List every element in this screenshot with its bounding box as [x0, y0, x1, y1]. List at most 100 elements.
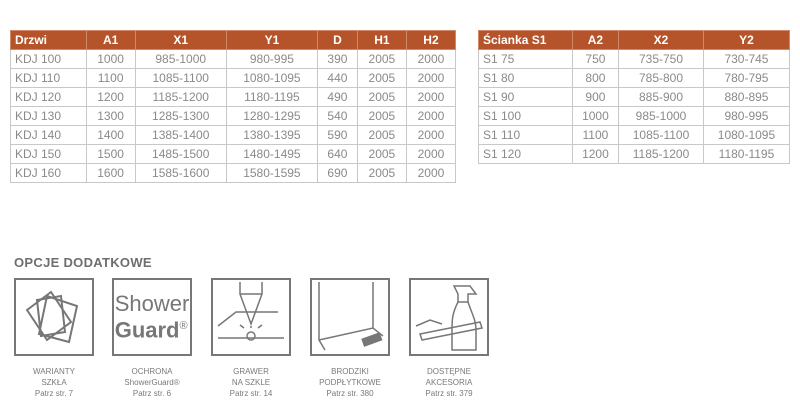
table-cell: 885-900 [618, 87, 704, 107]
table-cell: 690 [317, 163, 358, 183]
showerguard-logo: Shower Guard® [112, 278, 192, 356]
table-cell: 590 [317, 125, 358, 145]
table-row: KDJ 160 1600 1585-1600 1580-1595 690 2005 2000 [10, 163, 457, 183]
wall-table: Ścianka S1 A2 X2 Y2 S1 75 750 735-750 730-745 S1… [478, 30, 791, 164]
table-row: KDJ 130 1300 1285-1300 1280-1295 540 2005 2000 [10, 106, 457, 126]
option-page-ref: Patrz str. 380 [326, 389, 374, 398]
table-cell: KDJ 150 [10, 144, 87, 164]
table-cell: 2005 [356, 163, 407, 183]
table-row: KDJ 120 1200 1185-1200 1180-1195 490 2005 2000 [10, 87, 457, 107]
table-cell: 900 [571, 87, 620, 107]
table-cell: 1100 [85, 68, 136, 88]
accessories-icon [409, 278, 489, 356]
table-cell: 2005 [356, 49, 407, 69]
table-cell: 2000 [405, 144, 457, 164]
table-cell: KDJ 140 [10, 125, 87, 145]
table-cell: 2005 [356, 87, 407, 107]
table-cell: 1000 [85, 49, 136, 69]
option-label: OCHRONA [131, 367, 173, 376]
table-cell: 2000 [405, 87, 457, 107]
table-row: S1 100 1000 985-1000 980-995 [478, 106, 791, 126]
table-cell: 1080-1095 [702, 125, 791, 145]
table-cell: 2000 [405, 163, 457, 183]
table-cell: 490 [317, 87, 358, 107]
option-label: ShowerGuard® [124, 378, 180, 387]
table-cell: 1500 [85, 144, 136, 164]
table-cell: 390 [317, 49, 358, 69]
table-row: S1 80 800 785-800 780-795 [478, 68, 791, 88]
table-cell: 980-995 [225, 49, 319, 69]
column-header: Drzwi [10, 30, 87, 50]
option-label: BRODZIKI [331, 367, 369, 376]
option-page-ref: Patrz str. 7 [34, 389, 74, 398]
logo-mark: ® [179, 319, 188, 332]
table-cell: S1 120 [478, 144, 573, 164]
table-cell: KDJ 110 [10, 68, 87, 88]
option-label: GRAWER [233, 367, 269, 376]
table-cell: 1080-1095 [225, 68, 319, 88]
column-header: Ścianka S1 [478, 30, 573, 50]
table-cell: 540 [317, 106, 358, 126]
table-row: KDJ 110 1100 1085-1100 1080-1095 440 2005 2000 [10, 68, 457, 88]
table-cell: 1600 [85, 163, 136, 183]
option-page-ref: Patrz str. 379 [425, 389, 473, 398]
table-cell: 1280-1295 [225, 106, 319, 126]
option-label: DOSTĘPNE [426, 367, 471, 376]
section-title: OPCJE DODATKOWE [14, 255, 152, 270]
table-cell: 785-800 [618, 68, 704, 88]
column-header: A2 [571, 30, 620, 50]
option-accessories: DOSTĘPNE AKCESORIA Patrz str. 379 [409, 278, 489, 399]
table-cell: 800 [571, 68, 620, 88]
logo-text: Shower [114, 290, 190, 316]
table-cell: 2000 [405, 68, 457, 88]
table-cell: 2005 [356, 144, 407, 164]
table-cell: 1380-1395 [225, 125, 319, 145]
table-cell: 1580-1595 [225, 163, 319, 183]
option-page-ref: Patrz str. 14 [229, 389, 273, 398]
table-cell: 985-1000 [618, 106, 704, 126]
table-cell: 1300 [85, 106, 136, 126]
table-cell: 1485-1500 [134, 144, 227, 164]
table-cell: 2005 [356, 106, 407, 126]
table-cell: KDJ 160 [10, 163, 87, 183]
table-cell: 1200 [571, 144, 620, 164]
table-row: KDJ 150 1500 1485-1500 1480-1495 640 2005 2000 [10, 144, 457, 164]
table-cell: 750 [571, 49, 620, 69]
logo-text: Guard [114, 317, 180, 343]
table-cell: 1185-1200 [618, 144, 704, 164]
table-cell: 880-895 [702, 87, 791, 107]
table-cell: 640 [317, 144, 358, 164]
table-cell: 1000 [571, 106, 620, 126]
table-cell: 980-995 [702, 106, 791, 126]
column-header: A1 [85, 30, 136, 50]
table-cell: 780-795 [702, 68, 791, 88]
table-row: S1 110 1100 1085-1100 1080-1095 [478, 125, 791, 145]
table-row: S1 75 750 735-750 730-745 [478, 49, 791, 69]
table-cell: 1085-1100 [134, 68, 227, 88]
column-header: H1 [356, 30, 407, 50]
table-cell: 2005 [356, 68, 407, 88]
option-glass-variants: WARIANTY SZKŁA Patrz str. 7 [14, 278, 94, 399]
table-cell: 1180-1195 [225, 87, 319, 107]
table-cell: KDJ 130 [10, 106, 87, 126]
table-cell: 1400 [85, 125, 136, 145]
doors-table: Drzwi A1 X1 Y1 D H1 H2 KDJ 100 1000 985-1000 980-9… [10, 30, 457, 183]
option-page-ref: Patrz str. 6 [132, 389, 172, 398]
table-row: S1 90 900 885-900 880-895 [478, 87, 791, 107]
glass-variants-icon [14, 278, 94, 356]
table-cell: 1480-1495 [225, 144, 319, 164]
table-cell: 735-750 [618, 49, 704, 69]
table-cell: S1 90 [478, 87, 573, 107]
table-cell: KDJ 100 [10, 49, 87, 69]
table-cell: 2005 [356, 125, 407, 145]
table-cell: 2000 [405, 49, 457, 69]
table-cell: 440 [317, 68, 358, 88]
table-row: KDJ 140 1400 1385-1400 1380-1395 590 2005 2000 [10, 125, 457, 145]
table-cell: 1200 [85, 87, 136, 107]
table-cell: S1 110 [478, 125, 573, 145]
table-cell: 2000 [405, 106, 457, 126]
option-showerguard: Shower Guard® OCHRONA ShowerGuard® Patrz st… [112, 278, 192, 399]
table-cell: 1085-1100 [618, 125, 704, 145]
table-cell: KDJ 120 [10, 87, 87, 107]
table-cell: S1 75 [478, 49, 573, 69]
